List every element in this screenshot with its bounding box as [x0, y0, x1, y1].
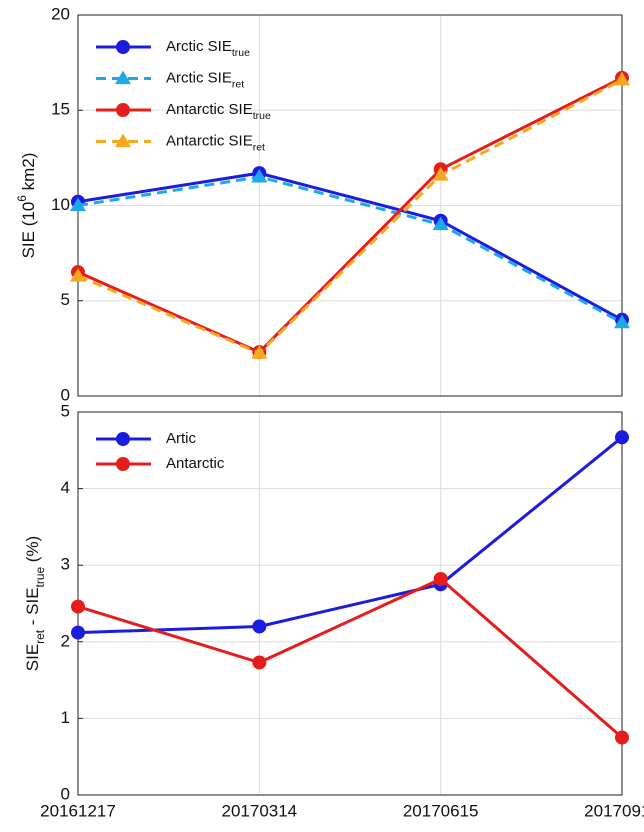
x-tick-label: 20170915: [584, 801, 644, 820]
text-part: Antarctic SIE: [166, 101, 253, 118]
legend-label: Artic: [166, 430, 197, 447]
y-axis-label: SIEret - SIEtrue (%): [23, 536, 47, 671]
legend-label: Antarctic SIEtrue: [166, 101, 271, 122]
line: [77, 76, 623, 354]
legend-marker: [116, 432, 130, 446]
legend-marker: [115, 133, 131, 148]
marker: [70, 197, 86, 212]
text-part: true: [232, 47, 250, 59]
marker: [251, 345, 268, 359]
legend-label: Antarctic: [166, 455, 225, 472]
y-tick-label: 3: [61, 555, 70, 574]
legend-marker: [116, 40, 130, 54]
text-part: Artic: [166, 430, 197, 447]
marker: [71, 625, 85, 640]
text-part: SIE (10: [19, 202, 38, 259]
x-tick-label: 20161217: [40, 801, 116, 820]
y-tick-label: 4: [61, 478, 70, 497]
series: [71, 430, 629, 640]
text-part: km2): [19, 153, 38, 196]
text-part: Antarctic: [166, 455, 225, 472]
marker: [614, 314, 630, 329]
legend-item: Arctic SIEret: [96, 69, 244, 90]
series: [71, 571, 629, 745]
x-tick-label: 20170314: [222, 801, 298, 820]
y-tick-label: 5: [61, 290, 70, 309]
marker: [252, 619, 267, 634]
line: [77, 171, 623, 322]
text-part: ret: [232, 78, 244, 90]
legend-item: Artic: [96, 430, 197, 447]
text-part: SIE: [23, 644, 42, 671]
marker: [615, 430, 629, 445]
series: [71, 166, 629, 327]
text-part: ret: [253, 141, 265, 153]
legend-label: Arctic SIEtrue: [166, 38, 250, 59]
line: [77, 175, 623, 324]
y-tick-label: 0: [61, 385, 70, 404]
y-tick-label: 15: [51, 100, 70, 119]
text-part: true: [253, 110, 271, 122]
text-part: ret: [33, 629, 47, 644]
legend-label: Antarctic SIEret: [166, 132, 265, 153]
line: [77, 577, 623, 739]
marker: [614, 71, 630, 86]
text-part: 6: [15, 195, 29, 202]
y-tick-label: 10: [51, 195, 70, 214]
y-axis-label: SIE (106 km2): [15, 153, 38, 259]
y-tick-label: 5: [61, 401, 70, 420]
y-tick-label: 20: [51, 4, 70, 23]
axes-box: [77, 411, 623, 796]
marker: [251, 168, 268, 183]
series: [70, 168, 630, 329]
series: [71, 70, 629, 360]
marker: [71, 599, 85, 614]
text-part: (%): [23, 536, 42, 567]
marker: [432, 167, 449, 181]
legend-item: Antarctic: [96, 455, 225, 472]
marker: [615, 730, 629, 745]
legend-item: Antarctic SIEret: [96, 132, 265, 153]
legend-item: Antarctic SIEtrue: [96, 101, 271, 122]
text-part: Arctic SIE: [166, 38, 232, 55]
legend-item: Arctic SIEtrue: [96, 38, 250, 59]
legend-marker: [115, 70, 131, 85]
y-tick-label: 0: [61, 784, 70, 803]
y-tick-label: 1: [61, 708, 70, 727]
text-part: Antarctic SIE: [166, 132, 253, 149]
legend-marker: [116, 457, 130, 471]
marker: [433, 571, 448, 586]
legend-label: Arctic SIEret: [166, 69, 244, 90]
marker: [70, 267, 86, 282]
line: [77, 436, 623, 635]
text-part: - SIE: [23, 587, 42, 630]
y-tick-label: 2: [61, 631, 70, 650]
series: [70, 71, 630, 359]
text-part: Arctic SIE: [166, 69, 232, 86]
marker: [432, 216, 449, 231]
marker: [252, 655, 267, 670]
line: [77, 78, 623, 355]
x-tick-label: 20170615: [403, 801, 479, 820]
legend-marker: [116, 103, 130, 117]
text-part: true: [33, 567, 47, 588]
